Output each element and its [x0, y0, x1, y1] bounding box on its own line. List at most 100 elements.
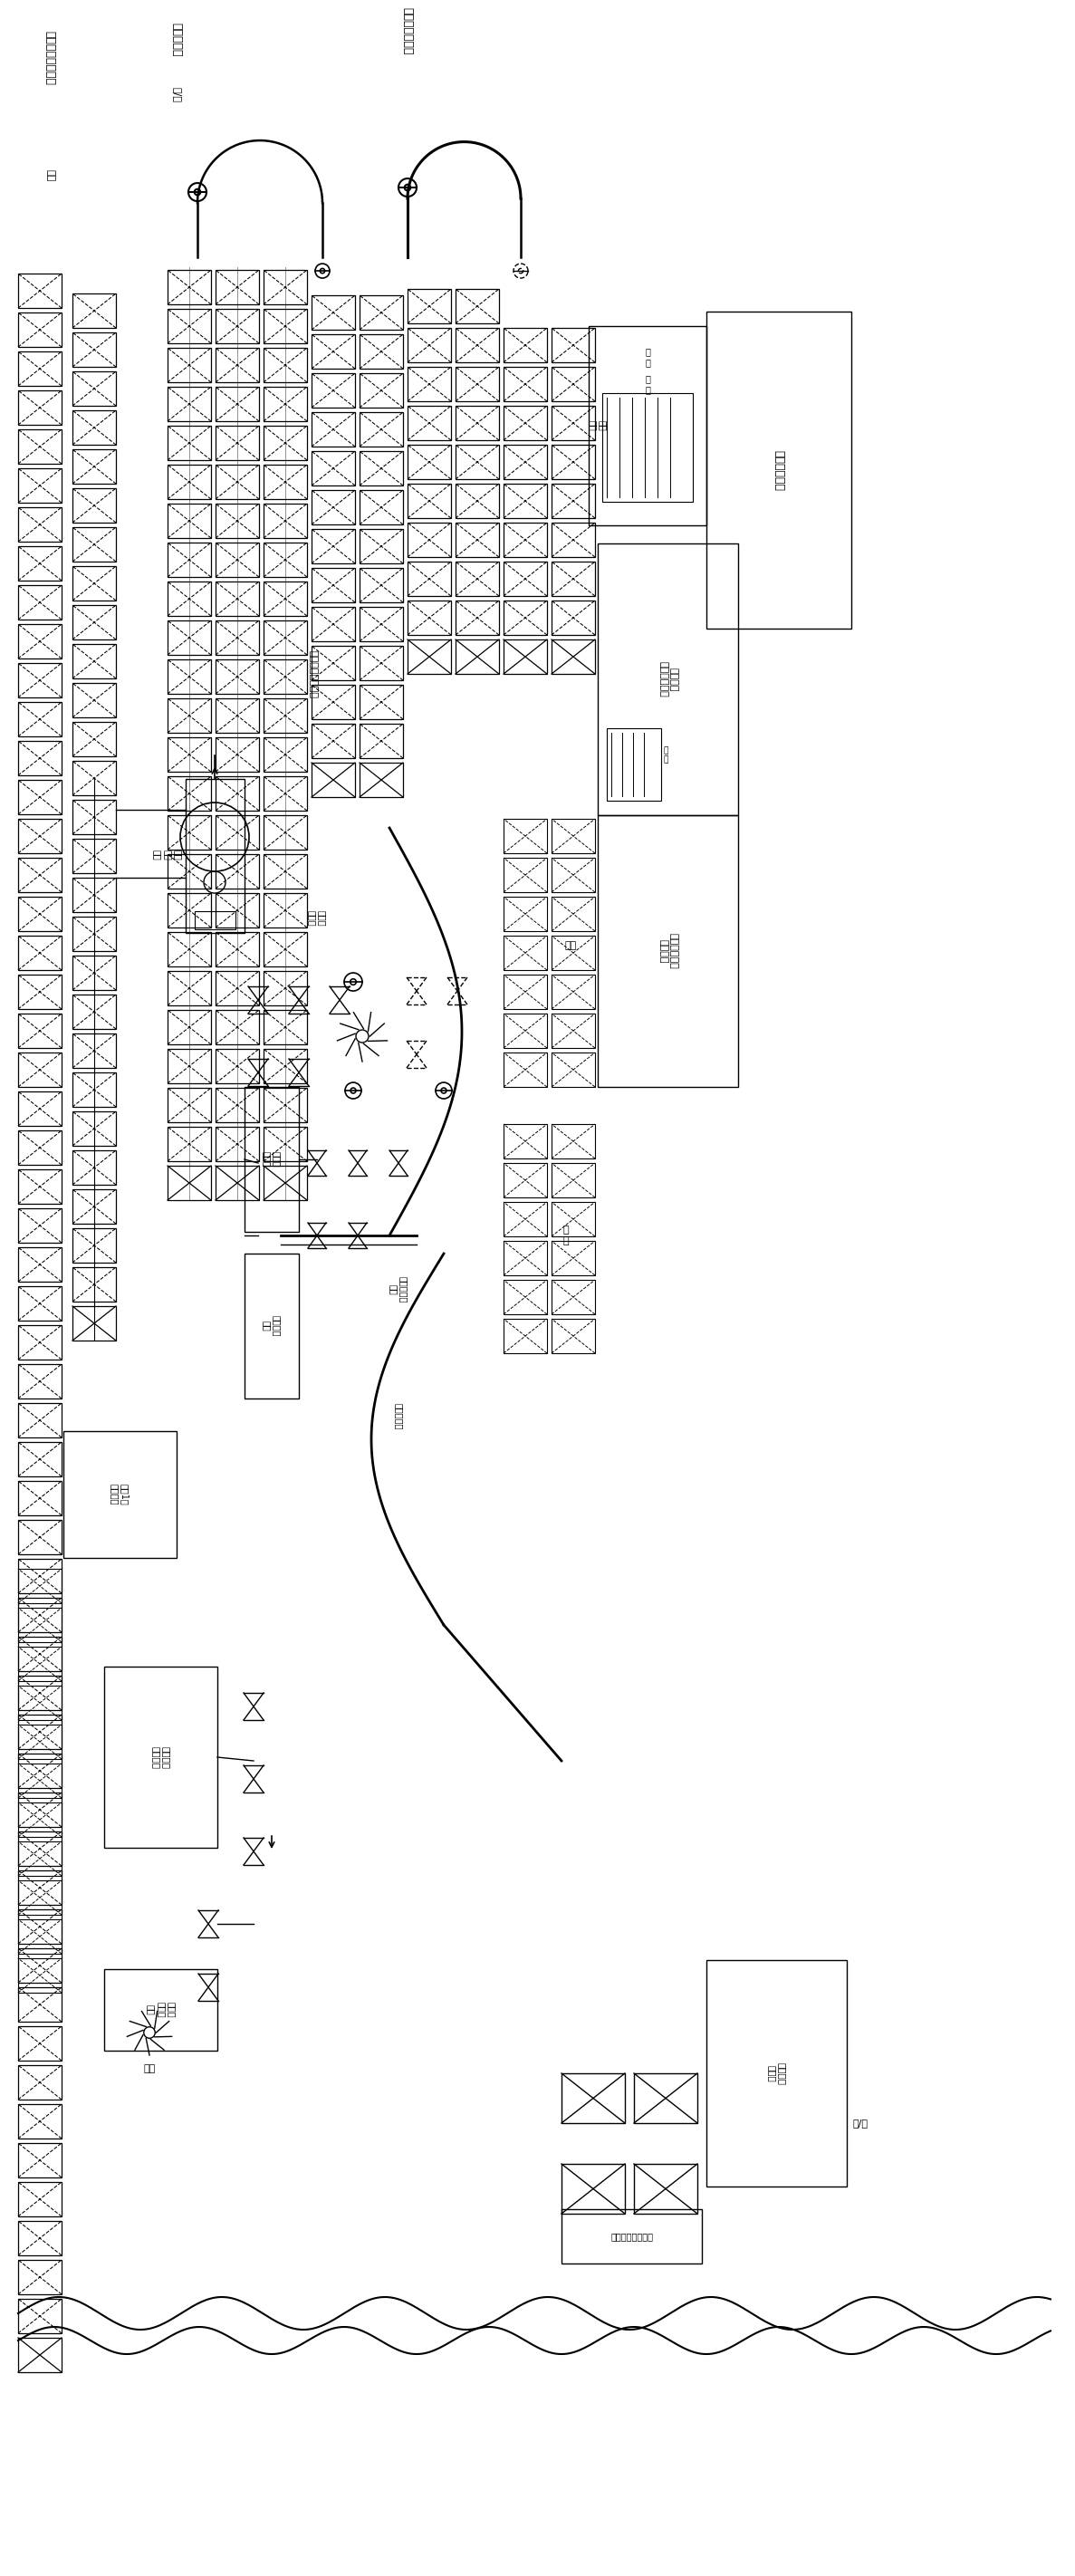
- Bar: [263, 971, 307, 1005]
- Bar: [168, 1167, 211, 1200]
- Bar: [244, 1255, 299, 1399]
- Bar: [263, 544, 307, 577]
- Bar: [263, 1167, 307, 1200]
- Bar: [18, 1131, 61, 1164]
- Bar: [216, 933, 259, 966]
- Bar: [72, 760, 116, 796]
- Bar: [168, 775, 211, 811]
- Bar: [216, 737, 259, 773]
- Bar: [104, 1968, 217, 2050]
- Bar: [104, 1667, 217, 1847]
- Bar: [263, 775, 307, 811]
- Bar: [18, 2105, 61, 2138]
- Bar: [72, 567, 116, 600]
- Bar: [72, 1229, 116, 1262]
- Text: 入
库: 入 库: [563, 1226, 569, 1244]
- Bar: [18, 2339, 61, 2372]
- Bar: [18, 430, 61, 464]
- Bar: [359, 451, 403, 484]
- Bar: [263, 933, 307, 966]
- Bar: [359, 489, 403, 526]
- Bar: [312, 608, 355, 641]
- Bar: [72, 1072, 116, 1108]
- Bar: [312, 528, 355, 564]
- Bar: [18, 1677, 61, 1710]
- Bar: [18, 2066, 61, 2099]
- Bar: [216, 659, 259, 693]
- Bar: [263, 582, 307, 616]
- Bar: [18, 1054, 61, 1087]
- Bar: [503, 600, 547, 636]
- Bar: [18, 1520, 61, 1553]
- Bar: [551, 1123, 594, 1159]
- Bar: [216, 1048, 259, 1084]
- Bar: [168, 621, 211, 654]
- Bar: [503, 562, 547, 595]
- Bar: [407, 327, 451, 363]
- Bar: [168, 698, 211, 732]
- Bar: [503, 484, 547, 518]
- Bar: [72, 448, 116, 484]
- Bar: [706, 1960, 847, 2187]
- Bar: [263, 1010, 307, 1043]
- Bar: [18, 1569, 61, 1602]
- Bar: [456, 639, 499, 675]
- Bar: [312, 489, 355, 526]
- Bar: [312, 335, 355, 368]
- Bar: [216, 698, 259, 732]
- Text: 手动
送料
机组: 手动 送料 机组: [153, 850, 183, 860]
- Text: 辊
道: 辊 道: [645, 348, 650, 366]
- Bar: [551, 1280, 594, 1314]
- Bar: [72, 1190, 116, 1224]
- Bar: [503, 639, 547, 675]
- Bar: [168, 1126, 211, 1162]
- Bar: [551, 407, 594, 440]
- Bar: [359, 374, 403, 407]
- Bar: [216, 894, 259, 927]
- Bar: [312, 451, 355, 484]
- Bar: [18, 312, 61, 348]
- Bar: [168, 270, 211, 304]
- Bar: [359, 724, 403, 757]
- Bar: [216, 505, 259, 538]
- Bar: [18, 1285, 61, 1321]
- Bar: [359, 685, 403, 719]
- Bar: [18, 858, 61, 891]
- Text: 激光焊接
机组: 激光焊接 机组: [262, 1316, 282, 1337]
- Bar: [551, 858, 594, 891]
- Bar: [18, 1092, 61, 1126]
- Bar: [551, 327, 594, 363]
- Bar: [312, 412, 355, 446]
- Bar: [312, 762, 355, 796]
- Bar: [18, 1012, 61, 1048]
- Bar: [18, 392, 61, 425]
- Text: 供料: 供料: [143, 2063, 156, 2074]
- Bar: [503, 1012, 547, 1048]
- Bar: [589, 327, 706, 526]
- Text: 数控薄板
校波机组: 数控薄板 校波机组: [152, 1747, 171, 1770]
- Text: 数控薄
板校波
机组: 数控薄 板校波 机组: [146, 2002, 176, 2017]
- Bar: [263, 894, 307, 927]
- Bar: [72, 1151, 116, 1185]
- Bar: [407, 289, 451, 325]
- Bar: [18, 1842, 61, 1875]
- Bar: [216, 814, 259, 850]
- Bar: [407, 523, 451, 556]
- Bar: [18, 1803, 61, 1837]
- Bar: [18, 1909, 61, 1945]
- Text: 搬运
台架: 搬运 台架: [588, 420, 607, 430]
- Bar: [551, 523, 594, 556]
- Bar: [18, 2182, 61, 2215]
- Bar: [456, 446, 499, 479]
- Bar: [216, 309, 259, 343]
- Bar: [168, 855, 211, 889]
- Bar: [18, 1754, 61, 1788]
- Bar: [503, 1319, 547, 1352]
- Text: 数控薄板
供料品: 数控薄板 供料品: [768, 2061, 787, 2084]
- Bar: [263, 737, 307, 773]
- Bar: [18, 1716, 61, 1749]
- Bar: [551, 896, 594, 930]
- Text: 激光焊接下件区: 激光焊接下件区: [402, 8, 414, 54]
- Bar: [18, 1832, 61, 1865]
- Bar: [18, 1723, 61, 1759]
